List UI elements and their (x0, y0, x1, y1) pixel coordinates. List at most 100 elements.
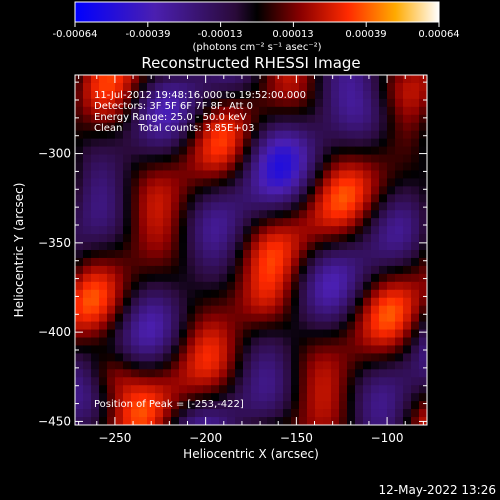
heatmap-cell (371, 385, 380, 394)
heatmap-cell (107, 385, 116, 394)
heatmap-cell (267, 75, 276, 84)
heatmap-cell (283, 90, 292, 100)
heatmap-cell (243, 186, 252, 195)
heatmap-cell (275, 361, 284, 370)
heatmap-cell (347, 321, 356, 331)
heatmap-cell (83, 194, 92, 203)
heatmap-cell (187, 146, 196, 156)
heatmap-cell (195, 98, 204, 108)
heatmap-cell (195, 162, 204, 172)
heatmap-cell (267, 178, 276, 187)
heatmap-cell (307, 194, 316, 203)
heatmap-cell (139, 305, 148, 315)
heatmap-cell (75, 242, 84, 251)
heatmap-cell (275, 170, 284, 179)
heatmap-cell (411, 377, 420, 386)
heatmap-cell (187, 75, 196, 84)
heatmap-cell (123, 162, 132, 172)
heatmap-cell (339, 369, 348, 378)
heatmap-cell (147, 90, 156, 100)
heatmap-cell (275, 337, 284, 347)
heatmap-cell (323, 321, 332, 331)
heatmap-cell (403, 377, 412, 386)
heatmap-cell (115, 281, 124, 291)
heatmap-cell (379, 337, 388, 347)
heatmap-cell (195, 409, 204, 418)
heatmap-cell (275, 385, 284, 394)
heatmap-cell (395, 130, 404, 140)
heatmap-cell (211, 98, 220, 108)
heatmap-cell (243, 202, 252, 211)
heatmap-cell (139, 337, 148, 347)
heatmap-cell (411, 289, 420, 299)
heatmap-cell (155, 273, 164, 283)
heatmap-cell (227, 194, 236, 203)
heatmap-cell (387, 377, 396, 386)
heatmap-cell (187, 202, 196, 211)
heatmap-cell (107, 114, 116, 124)
heatmap-cell (107, 345, 116, 354)
heatmap-cell (211, 242, 220, 251)
heatmap-cell (371, 234, 380, 243)
heatmap-cell (315, 194, 324, 203)
heatmap-cell (235, 98, 244, 108)
heatmap-cell (211, 337, 220, 347)
heatmap-cell (275, 273, 284, 283)
heatmap-cell (187, 106, 196, 116)
heatmap-cell (347, 194, 356, 203)
heatmap-cell (99, 321, 108, 331)
heatmap-cell (267, 106, 276, 116)
heatmap-cell (419, 393, 427, 402)
heatmap-cell (155, 281, 164, 291)
heatmap-cell (219, 186, 228, 195)
heatmap-cell (179, 114, 188, 124)
heatmap-cell (107, 273, 116, 283)
heatmap-cell (299, 329, 308, 339)
heatmap-cell (235, 329, 244, 339)
heatmap-cell (355, 162, 364, 172)
heatmap-cell (195, 273, 204, 283)
heatmap-cell (179, 385, 188, 394)
heatmap-cell (107, 417, 116, 425)
heatmap-cell (243, 75, 252, 84)
heatmap-cell (339, 98, 348, 108)
heatmap-cell (347, 377, 356, 386)
heatmap-cell (355, 154, 364, 164)
heatmap-cell (259, 186, 268, 195)
heatmap-cell (123, 329, 132, 339)
heatmap-cell (291, 257, 300, 267)
heatmap-cell (163, 82, 172, 92)
heatmap-cell (75, 377, 84, 386)
heatmap-cell (331, 75, 340, 84)
heatmap-cell (379, 289, 388, 299)
heatmap-cell (267, 273, 276, 283)
heatmap-cell (147, 122, 156, 132)
heatmap-cell (131, 329, 140, 339)
heatmap-cell (267, 361, 276, 370)
heatmap-cell (123, 313, 132, 323)
heatmap-cell (107, 377, 116, 386)
heatmap-cell (171, 250, 180, 259)
heatmap-cell (211, 178, 220, 187)
heatmap-cell (235, 305, 244, 315)
heatmap-cell (75, 250, 84, 259)
heatmap-cell (147, 234, 156, 243)
heatmap-cell (411, 329, 420, 339)
heatmap-cell (235, 257, 244, 267)
heatmap-cell (315, 162, 324, 172)
heatmap-cell (99, 417, 108, 425)
heatmap-cell (339, 313, 348, 323)
heatmap-cell (187, 401, 196, 410)
heatmap-cell (283, 242, 292, 251)
heatmap-cell (379, 82, 388, 92)
heatmap-cell (155, 289, 164, 299)
heatmap-cell (355, 297, 364, 307)
heatmap-cell (323, 75, 332, 84)
heatmap-cell (235, 210, 244, 219)
heatmap-cell (331, 393, 340, 402)
heatmap-cell (99, 265, 108, 275)
heatmap-cell (251, 98, 260, 108)
heatmap-cell (179, 242, 188, 251)
heatmap-cell (219, 257, 228, 267)
heatmap-cell (307, 265, 316, 275)
